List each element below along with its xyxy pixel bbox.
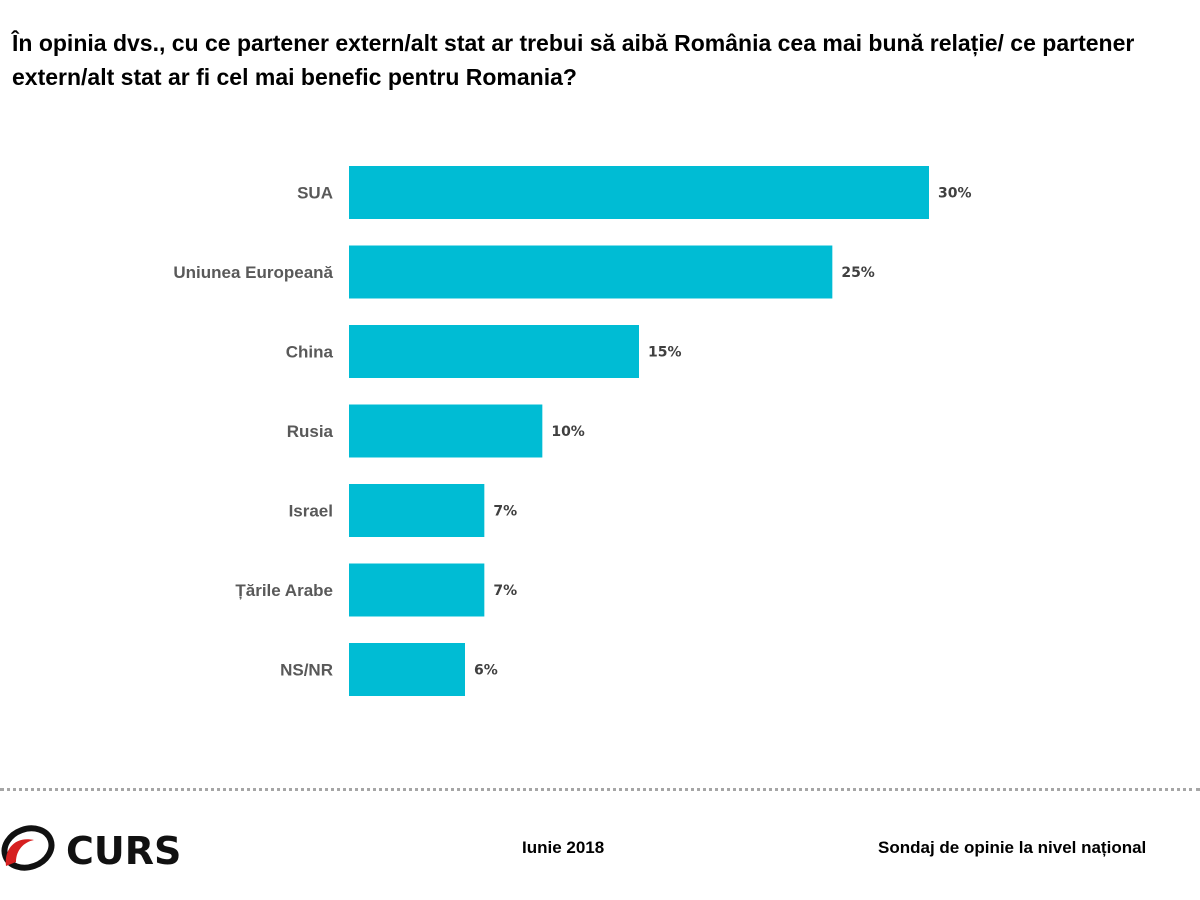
category-label: SUA [297, 184, 333, 203]
value-label: 7% [493, 504, 517, 520]
bar [349, 484, 485, 537]
category-label: Țările Arabe [235, 581, 333, 600]
category-label: NS/NR [280, 661, 333, 680]
value-label: 25% [841, 265, 875, 281]
value-label: 10% [551, 424, 585, 440]
value-label: 7% [493, 583, 517, 599]
value-label: 30% [938, 186, 972, 202]
category-label: Israel [289, 502, 333, 521]
category-label: China [286, 343, 334, 362]
footer-divider [0, 788, 1200, 791]
bar [349, 404, 543, 458]
footer-date: Iunie 2018 [522, 838, 605, 857]
bar [349, 166, 929, 219]
curs-logo: CURS [1, 825, 181, 873]
bar [349, 245, 833, 299]
bar [349, 325, 639, 378]
category-label: Uniunea Europeană [173, 263, 333, 282]
footer-survey: Sondaj de opinie la nivel național [878, 838, 1147, 857]
bar [349, 643, 465, 696]
bar [349, 563, 485, 617]
value-label: 6% [474, 663, 498, 679]
svg-text:CURS: CURS [66, 829, 181, 873]
chart-title: În opinia dvs., cu ce partener extern/al… [12, 30, 1135, 90]
value-label: 15% [648, 345, 682, 361]
bar-chart: SUA 30% Uniunea Europeană 25% China 15% Rusia 1… [173, 166, 972, 696]
category-label: Rusia [287, 422, 334, 441]
